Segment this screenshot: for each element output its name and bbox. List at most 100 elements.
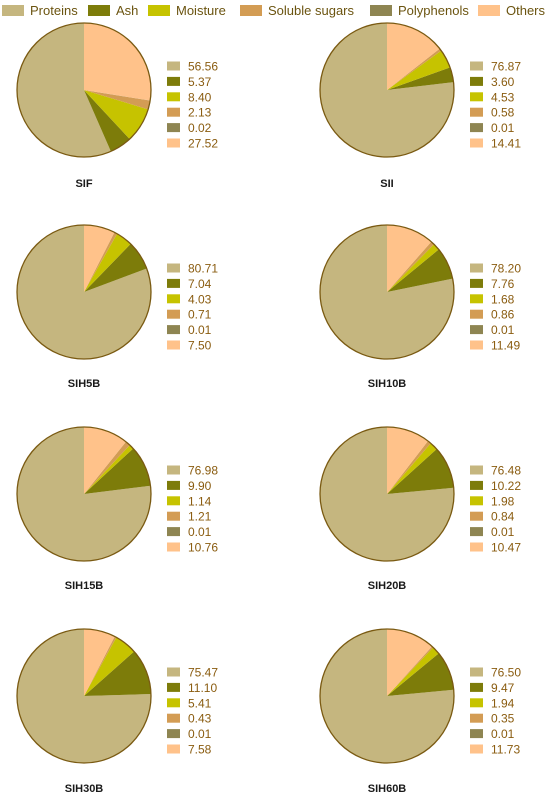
pie-slice-sih20b-ash xyxy=(387,449,454,494)
value-label-sii-0: 76.87 xyxy=(491,60,521,74)
value-swatch-sih60b-3 xyxy=(470,713,483,723)
pie-slice-sih20b-moisture xyxy=(387,443,437,494)
value-swatch-sif-4 xyxy=(167,123,180,133)
legend-swatch-ash xyxy=(88,4,110,16)
value-label-sif-3: 2.13 xyxy=(188,106,212,120)
value-swatch-sih5b-1 xyxy=(167,278,180,288)
value-label-sih20b-4: 0.01 xyxy=(491,525,515,539)
value-swatch-sih20b-3 xyxy=(470,511,483,521)
pie-chart-sih15b: 76.989.901.14 1.210.01 10.76 SIH15B xyxy=(16,426,218,592)
value-swatch-sii-0 xyxy=(470,61,483,71)
pie-slice-sih10b-proteins xyxy=(319,225,454,359)
value-label-sih20b-0: 76.48 xyxy=(491,464,521,478)
value-label-sih20b-1: 10.22 xyxy=(491,479,521,493)
pie-slice-sii-soluble-sugars xyxy=(387,48,442,90)
legend-swatch-proteins xyxy=(2,4,24,16)
value-swatch-sih60b-2 xyxy=(470,698,483,708)
value-swatch-sif-1 xyxy=(167,76,180,86)
value-swatch-sif-3 xyxy=(167,107,180,117)
value-label-sif-2: 8.40 xyxy=(188,90,212,104)
value-swatch-sih20b-0 xyxy=(470,465,483,475)
pie-slice-sih30b-moisture xyxy=(84,637,135,696)
value-swatch-sii-2 xyxy=(470,92,483,102)
pie-slice-sih20b-polyphenols xyxy=(387,440,428,494)
pie-slice-sih30b-proteins xyxy=(16,629,151,763)
value-label-sih5b-5: 7.50 xyxy=(188,339,212,353)
chart-title-sii: SII xyxy=(380,178,393,190)
pie-slice-sih20b-others xyxy=(387,427,428,494)
value-label-sih10b-0: 78.20 xyxy=(491,262,521,276)
value-label-sih20b-3: 0.84 xyxy=(491,510,515,524)
value-label-sih60b-1: 9.47 xyxy=(491,681,515,695)
value-label-sih5b-3: 0.71 xyxy=(188,308,212,322)
pie-slice-sih30b-ash xyxy=(84,651,151,696)
value-swatch-sii-5 xyxy=(470,138,483,148)
pie-slice-sih15b-soluble-sugars xyxy=(84,441,130,494)
value-swatch-sih20b-2 xyxy=(470,496,483,506)
pie-chart-sih5b: 80.717.044.03 0.710.01 7.50 SIH5B xyxy=(16,224,218,390)
value-label-sih15b-5: 10.76 xyxy=(188,541,218,555)
value-label-sih30b-5: 7.58 xyxy=(188,743,212,757)
legend-item-proteins: Proteins xyxy=(2,2,78,18)
value-label-sii-3: 0.58 xyxy=(491,106,515,120)
chart-title-sih15b: SIH15B xyxy=(65,580,104,592)
pie-outline-sii xyxy=(319,22,455,158)
pie-outline-sih60b xyxy=(319,628,455,764)
pie-slice-sih30b-others xyxy=(84,629,115,696)
pie-slice-sih60b-polyphenols xyxy=(387,646,433,696)
value-label-sih5b-4: 0.01 xyxy=(188,323,212,337)
pie-chart-sif: 56.565.378.40 2.130.02 27.52 SIF xyxy=(16,22,218,190)
pie-slice-sih60b-soluble-sugars xyxy=(387,646,434,696)
value-swatch-sih5b-0 xyxy=(167,263,180,273)
legend: Proteins Ash Moisture Soluble sugars Pol… xyxy=(0,0,550,24)
value-label-sih5b-2: 4.03 xyxy=(188,292,212,306)
value-label-sif-5: 27.52 xyxy=(188,137,218,151)
legend-swatch-others xyxy=(478,4,500,16)
value-label-sih30b-2: 5.41 xyxy=(188,696,212,710)
value-label-sih60b-3: 0.35 xyxy=(491,712,515,726)
legend-swatch-soluble-sugars xyxy=(240,4,262,16)
value-swatch-sih10b-3 xyxy=(470,309,483,319)
pie-outline-sih30b xyxy=(16,628,152,764)
value-label-sih30b-3: 0.43 xyxy=(188,712,212,726)
pie-slice-sih5b-polyphenols xyxy=(84,232,115,292)
value-swatch-sih30b-5 xyxy=(167,744,180,754)
value-label-sih10b-4: 0.01 xyxy=(491,323,515,337)
value-swatch-sih60b-4 xyxy=(470,729,483,739)
value-swatch-sih20b-1 xyxy=(470,480,483,490)
value-label-sih30b-4: 0.01 xyxy=(188,727,212,741)
pie-outline-sif xyxy=(16,22,152,158)
value-swatch-sih10b-1 xyxy=(470,278,483,288)
pie-slice-sih60b-moisture xyxy=(387,647,439,696)
value-label-sih60b-5: 11.73 xyxy=(491,743,520,757)
pie-slice-sii-proteins xyxy=(320,23,455,157)
value-swatch-sih5b-4 xyxy=(167,325,180,335)
pie-slice-sih60b-proteins xyxy=(319,629,454,763)
pie-slice-sih10b-soluble-sugars xyxy=(387,241,434,292)
pie-slice-sih15b-others xyxy=(84,427,126,494)
legend-item-ash: Ash xyxy=(88,2,138,18)
pie-slice-sif-polyphenols xyxy=(84,90,151,101)
value-swatch-sif-0 xyxy=(167,61,180,71)
value-swatch-sih30b-0 xyxy=(167,667,180,677)
pie-slice-sih20b-soluble-sugars xyxy=(387,441,431,494)
legend-item-soluble-sugars: Soluble sugars xyxy=(240,2,354,18)
pie-slice-sih15b-ash xyxy=(84,448,151,494)
value-swatch-sih30b-4 xyxy=(167,729,180,739)
pie-slice-sif-others xyxy=(84,23,151,101)
pie-slice-sih30b-polyphenols xyxy=(84,636,115,696)
value-label-sih10b-3: 0.86 xyxy=(491,308,515,322)
value-swatch-sih60b-5 xyxy=(470,744,483,754)
pie-slice-sih10b-ash xyxy=(387,249,453,292)
value-label-sih15b-3: 1.21 xyxy=(188,510,212,524)
value-swatch-sih15b-2 xyxy=(167,496,180,506)
pie-slice-sih5b-moisture xyxy=(84,233,131,292)
value-label-sih15b-0: 76.98 xyxy=(188,464,218,478)
legend-label-ash: Ash xyxy=(116,2,139,18)
value-label-sih30b-1: 11.10 xyxy=(188,681,217,695)
pie-slice-sif-soluble-sugars xyxy=(84,90,151,110)
chart-title-sih60b: SIH60B xyxy=(368,783,407,795)
pie-slice-sih15b-moisture xyxy=(84,445,134,494)
pie-slice-sih15b-proteins xyxy=(16,427,151,561)
